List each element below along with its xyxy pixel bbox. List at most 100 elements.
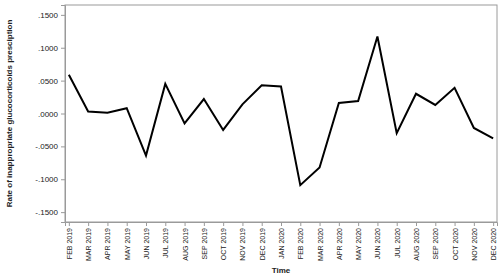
y-tick: -.1000 [35,175,65,184]
y-tick: .0500 [38,77,65,86]
y-tick-label: .0500 [38,77,59,86]
x-tick-mark [474,222,475,226]
x-tick-mark [339,222,340,226]
x-tick-label: OCT 2020 [452,228,459,260]
x-tick: AUG 2019 [182,222,189,261]
x-axis-line [66,223,498,227]
x-axis: FEB 2019 MAR 2019 APR 2019 MAY 2019 JUN 2019… [66,222,498,261]
x-tick-label: SEP 2020 [432,228,439,260]
chart: -.1500 -.1000 -.0500 .0000 .0500 .1000 .1500 FE… [0,0,500,277]
y-tick-mark [61,15,65,16]
x-tick-label: OCT 2019 [220,228,227,260]
x-tick-mark [377,222,378,226]
y-tick-label: -.1500 [35,208,58,217]
x-tick-mark [397,222,398,226]
x-tick: SEP 2019 [201,222,208,259]
x-tick-mark [88,222,89,226]
x-tick-label: MAR 2020 [317,228,324,261]
x-tick-label: JUL 2019 [162,228,169,258]
x-tick-label: MAR 2019 [85,228,92,261]
x-tick: JUN 2019 [143,222,150,259]
y-tick-mark [61,212,65,213]
x-tick-label: JUN 2019 [143,228,150,259]
y-tick: .0000 [38,110,65,119]
x-tick-mark [455,222,456,226]
x-tick: OCT 2019 [220,222,227,260]
x-tick-mark [165,222,166,226]
y-axis: -.1500 -.1000 -.0500 .0000 .0500 .1000 .1500 [35,6,65,223]
x-axis-title: Time [272,266,291,275]
x-tick-label: JUL 2020 [394,228,401,258]
y-tick-mark [61,146,65,147]
x-tick-mark [281,222,282,226]
x-tick-label: DEC 2019 [259,228,266,260]
x-tick-label: NOV 2019 [239,228,246,261]
y-tick-mark [61,179,65,180]
x-tick: JUL 2019 [162,222,169,258]
x-tick: JAN 2020 [278,222,285,259]
x-tick-label: MAY 2019 [124,228,131,260]
x-tick: MAR 2020 [317,222,324,261]
x-tick-label: APR 2020 [336,228,343,260]
x-tick-label: NOV 2020 [471,228,478,261]
x-tick-mark [358,222,359,226]
y-tick: .1500 [38,11,65,20]
x-tick-mark [435,222,436,226]
x-tick-label: MAY 2020 [355,228,362,260]
x-tick-label: AUG 2019 [182,228,189,261]
x-tick-mark [69,222,70,226]
x-tick: AUG 2020 [413,222,420,261]
x-tick-label: FEB 2019 [66,228,73,259]
x-tick-mark [320,222,321,226]
y-tick: .1000 [38,44,65,53]
x-tick: APR 2019 [104,222,111,260]
x-tick: APR 2020 [336,222,343,260]
x-tick-mark [127,222,128,226]
y-axis-line [61,6,66,223]
x-tick: DEC 2020 [490,222,497,260]
series-line [69,37,493,186]
x-tick-label: APR 2019 [104,228,111,260]
x-tick-label: AUG 2020 [413,228,420,261]
y-tick-label: .0000 [38,110,59,119]
x-tick: MAY 2020 [355,222,362,260]
y-tick-mark [61,114,65,115]
x-tick-mark [107,222,108,226]
plot: -.1500 -.1000 -.0500 .0000 .0500 .1000 .1500 FE… [35,5,497,261]
x-tick: MAY 2019 [124,222,131,260]
x-tick: MAR 2019 [85,222,92,261]
x-tick: JUN 2020 [374,222,381,259]
data-layer [69,37,493,186]
x-tick-mark [185,222,186,226]
x-tick-mark [242,222,243,226]
y-tick: -.1500 [35,208,65,217]
x-tick-label: SEP 2019 [201,228,208,260]
y-tick-label: -.0500 [35,142,58,151]
y-tick-mark [61,81,65,82]
x-tick-mark [416,222,417,226]
y-tick-label: .1000 [38,44,59,53]
x-tick: DEC 2019 [259,222,266,260]
x-tick: OCT 2020 [452,222,459,260]
x-tick: FEB 2019 [66,222,73,259]
y-tick-label: -.1000 [35,175,58,184]
x-tick: NOV 2020 [471,222,478,261]
x-tick-mark [204,222,205,226]
x-tick: SEP 2020 [432,222,439,259]
x-tick-label: JUN 2020 [374,228,381,259]
y-tick-mark [61,48,65,49]
x-tick-label: DEC 2020 [490,228,497,260]
x-tick-mark [223,222,224,226]
x-tick-label: JAN 2020 [278,228,285,259]
y-tick: -.0500 [35,142,65,151]
x-tick: JUL 2020 [394,222,401,258]
x-tick: NOV 2019 [239,222,246,261]
x-tick-mark [493,222,494,226]
x-tick: FEB 2020 [297,222,304,259]
x-tick-mark [146,222,147,226]
y-axis-title: Rate of inappropriate glucocorticoids pr… [5,20,14,208]
x-tick-mark [262,222,263,226]
plot-frame [65,5,497,222]
x-tick-label: FEB 2020 [297,228,304,259]
x-tick-mark [300,222,301,226]
